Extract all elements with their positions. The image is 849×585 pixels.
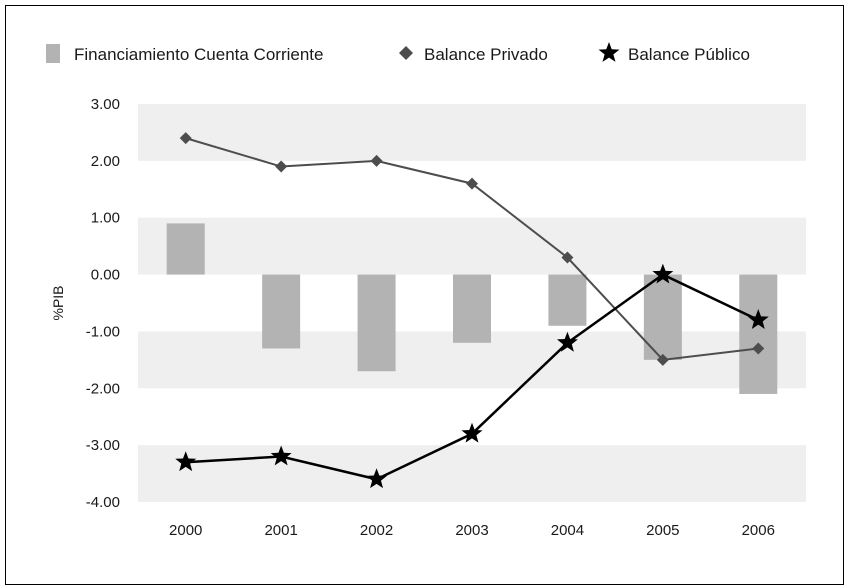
x-tick-label: 2005: [646, 522, 679, 539]
legend-label-financiamiento: Financiamiento Cuenta Corriente: [74, 45, 323, 64]
legend-label-balance-privado: Balance Privado: [424, 45, 548, 64]
balance-privado-point: [275, 160, 288, 173]
balance-publico-point: [270, 445, 292, 466]
legend-star-icon: [598, 42, 620, 62]
legend-label-balance-publico: Balance Público: [628, 45, 750, 64]
y-tick-label: 2.00: [91, 153, 120, 170]
x-tick-label: 2001: [264, 522, 297, 539]
y-axis-ticks: 3.00 2.00 1.00 0.00 -1.00 -2.00 -3.00 -4.00: [86, 96, 120, 511]
y-axis-label: %PIB: [50, 285, 66, 320]
y-tick-label: 0.00: [91, 267, 120, 284]
legend-diamond-icon: [399, 46, 413, 60]
balance-publico-point: [652, 263, 674, 284]
background-band: [138, 104, 806, 161]
y-tick-label: -1.00: [86, 323, 120, 340]
balance-privado-point: [179, 132, 192, 145]
bar-series: [166, 223, 778, 394]
x-tick-label: 2006: [742, 522, 775, 539]
x-axis-ticks: 2000 2001 2002 2003 2004 2005 2006: [169, 522, 775, 539]
balance-privado-point: [561, 251, 574, 264]
y-tick-label: 1.00: [91, 210, 120, 227]
balance-privado-point: [370, 154, 383, 167]
balance-privado-point: [656, 353, 669, 366]
balance-publico-point: [747, 309, 769, 329]
y-tick-label: -2.00: [86, 380, 120, 397]
x-tick-label: 2000: [169, 522, 202, 539]
x-tick-label: 2002: [360, 522, 393, 539]
bar: [262, 274, 301, 349]
y-tick-label: -4.00: [86, 494, 120, 511]
line-series: [175, 132, 769, 489]
bar: [357, 274, 396, 372]
balance-publico-point: [461, 422, 483, 443]
balance-publico-point: [175, 451, 197, 472]
x-tick-label: 2004: [551, 522, 584, 539]
legend-bar-swatch: [46, 44, 60, 63]
background-bands: [138, 104, 806, 502]
x-tick-label: 2003: [455, 522, 488, 539]
bar: [548, 274, 587, 326]
balance-publico-point: [556, 331, 578, 352]
balance-publico-point: [366, 468, 388, 489]
background-band: [138, 445, 806, 502]
balance-privado-point: [752, 342, 765, 355]
background-band: [138, 217, 806, 275]
bar: [166, 223, 205, 275]
y-tick-label: -3.00: [86, 437, 120, 454]
balance-privado-point: [466, 177, 478, 190]
bar: [739, 274, 778, 394]
legend: Financiamiento Cuenta Corriente Balance …: [46, 42, 750, 64]
bar: [643, 274, 682, 360]
y-tick-label: 3.00: [91, 96, 120, 113]
bar: [453, 274, 491, 343]
